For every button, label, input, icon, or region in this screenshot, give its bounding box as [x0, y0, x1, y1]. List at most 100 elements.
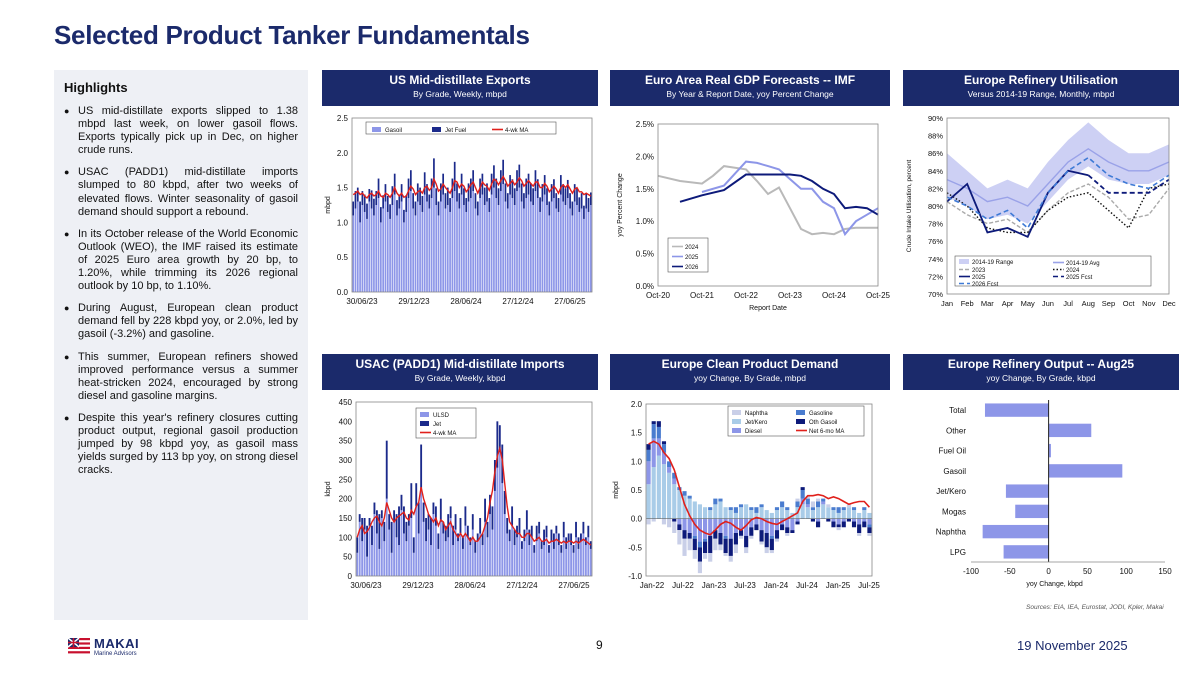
legend-label: 2024: [1066, 268, 1080, 274]
bar-output-lpg: [1003, 545, 1049, 559]
bar-gasoil: [437, 215, 440, 292]
bar-gasoil: [379, 222, 382, 292]
bar-ulsd: [398, 545, 400, 576]
y-tick-label: 2.5%: [636, 120, 654, 129]
bar-diesel: [672, 478, 677, 485]
x-tick-label: 27/12/24: [506, 581, 538, 590]
plot-frame: [946, 117, 1170, 295]
bar-jet: [562, 521, 565, 538]
y-tick-label: 0.5: [631, 486, 643, 495]
bar-gasoil: [356, 201, 359, 292]
bar-gasoil: [403, 222, 405, 292]
bar-jet-fuel: [509, 175, 511, 195]
bar-jet-fuel: [433, 158, 435, 188]
bar-jet-fuel: [571, 201, 574, 216]
bar-oth-gasoil: [816, 521, 821, 528]
bar-jet-fuel: [456, 183, 458, 202]
bar-jet-kero: [785, 510, 790, 519]
bar-jet: [508, 529, 511, 542]
bar-jet: [466, 525, 469, 538]
bar-jet: [366, 525, 368, 557]
bar-ulsd: [373, 514, 376, 576]
bar-diesel: [692, 518, 697, 536]
bar-oth-gasoil: [677, 524, 682, 531]
legend-label: Naphtha: [745, 411, 768, 417]
bar-ulsd: [427, 529, 430, 576]
bar-oth-gasoil: [831, 521, 836, 528]
bar-gasoil: [562, 201, 565, 292]
bar-ulsd: [400, 510, 403, 576]
bar-gasoline: [759, 504, 764, 508]
bar-jet-fuel: [550, 184, 553, 202]
bar-gasoil: [389, 218, 391, 292]
bar-naphtha: [774, 538, 780, 542]
bar-diesel: [687, 518, 692, 533]
line-util-2014-19-Avg: [946, 147, 1170, 207]
bar-diesel: [805, 504, 810, 508]
bar-gasoline: [749, 507, 754, 511]
bar-oth-gasoil: [764, 533, 769, 548]
y-tick-label: 80%: [928, 202, 943, 211]
bar-jet-kero: [831, 510, 836, 519]
category-label: Gasoil: [943, 467, 966, 476]
bar-output-jet-kero: [1005, 484, 1049, 498]
bar-jet: [575, 521, 577, 538]
x-tick-label: Jan-25: [826, 581, 851, 590]
bar-ulsd: [521, 548, 523, 576]
bar-diesel: [646, 461, 651, 485]
bar-output-other: [1048, 423, 1092, 438]
bar-oth-gasoil: [682, 530, 687, 539]
y-tick-label: 200: [339, 495, 353, 504]
bar-jet-fuel: [426, 184, 428, 202]
bar-naphtha: [749, 535, 754, 539]
category-label: Fuel Oil: [938, 447, 966, 456]
y-tick-label: 1.0: [631, 457, 643, 466]
legend-label: Gasoil: [385, 128, 402, 134]
legend-label: 4-wk MA: [505, 128, 528, 134]
bar-naphtha: [826, 504, 831, 508]
bar-jet: [528, 529, 531, 546]
bar-gasoline: [821, 498, 826, 502]
bar-naphtha: [661, 518, 667, 525]
bar-gasoil: [490, 194, 493, 292]
bar-ulsd: [405, 541, 408, 576]
bar-jet: [420, 444, 423, 491]
bar-jet-fuel: [506, 193, 509, 209]
bar-ulsd: [459, 533, 462, 576]
bar-ulsd: [584, 545, 587, 576]
bar-jet-kero: [677, 490, 682, 519]
x-tick-label: Jul: [1063, 299, 1073, 308]
bar-jet: [383, 521, 386, 542]
report-date: 19 November 2025: [1017, 638, 1128, 653]
chart-subtitle: Versus 2014-19 Range, Monthly, mbpd: [967, 89, 1115, 99]
bar-gasoil: [435, 205, 438, 292]
bar-gasoline: [785, 507, 790, 511]
bar-oth-gasoil: [810, 518, 815, 522]
bar-jet-kero: [764, 510, 769, 519]
bar-jet-kero: [774, 510, 780, 519]
bar-gasoil: [509, 194, 511, 292]
bar-naphtha: [836, 527, 841, 531]
bar-naphtha: [733, 544, 738, 554]
bar-jet: [371, 525, 373, 546]
bar-jet-kero: [810, 510, 815, 519]
bar-jet-kero: [826, 507, 831, 519]
chart-subtitle: By Grade, Weekly, mbpd: [413, 89, 507, 99]
bar-jet: [567, 533, 570, 542]
bar-jet: [422, 502, 425, 522]
bar-oth-gasoil: [846, 518, 851, 522]
bar-jet-kero: [718, 501, 723, 519]
bar-jet-fuel: [486, 183, 488, 202]
bar-ulsd: [457, 541, 459, 576]
bar-jet-fuel: [407, 178, 410, 199]
bar-jet-fuel: [356, 187, 359, 202]
bar-jet-fuel: [587, 198, 590, 212]
bar-ulsd: [415, 506, 418, 576]
panel-imf-gdp: Euro Area Real GDP Forecasts -- IMF By Y…: [610, 70, 890, 318]
bar-jet: [486, 521, 489, 538]
bar-oth-gasoil: [851, 521, 857, 528]
bar-jet-fuel: [375, 191, 378, 205]
bar-diesel: [867, 518, 872, 525]
bar-oth-gasoil: [800, 487, 805, 490]
bar-jet: [496, 421, 499, 468]
